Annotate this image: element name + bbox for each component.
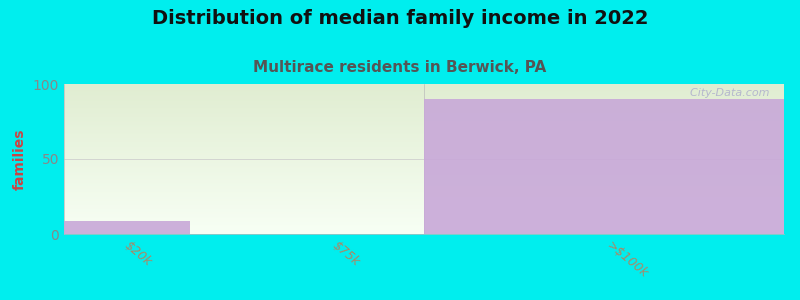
Y-axis label: families: families bbox=[14, 128, 27, 190]
Text: City-Data.com: City-Data.com bbox=[683, 88, 770, 98]
Text: Multirace residents in Berwick, PA: Multirace residents in Berwick, PA bbox=[254, 60, 546, 75]
Bar bbox=[424, 99, 784, 234]
Text: Distribution of median family income in 2022: Distribution of median family income in … bbox=[152, 9, 648, 28]
Bar bbox=[64, 220, 190, 234]
